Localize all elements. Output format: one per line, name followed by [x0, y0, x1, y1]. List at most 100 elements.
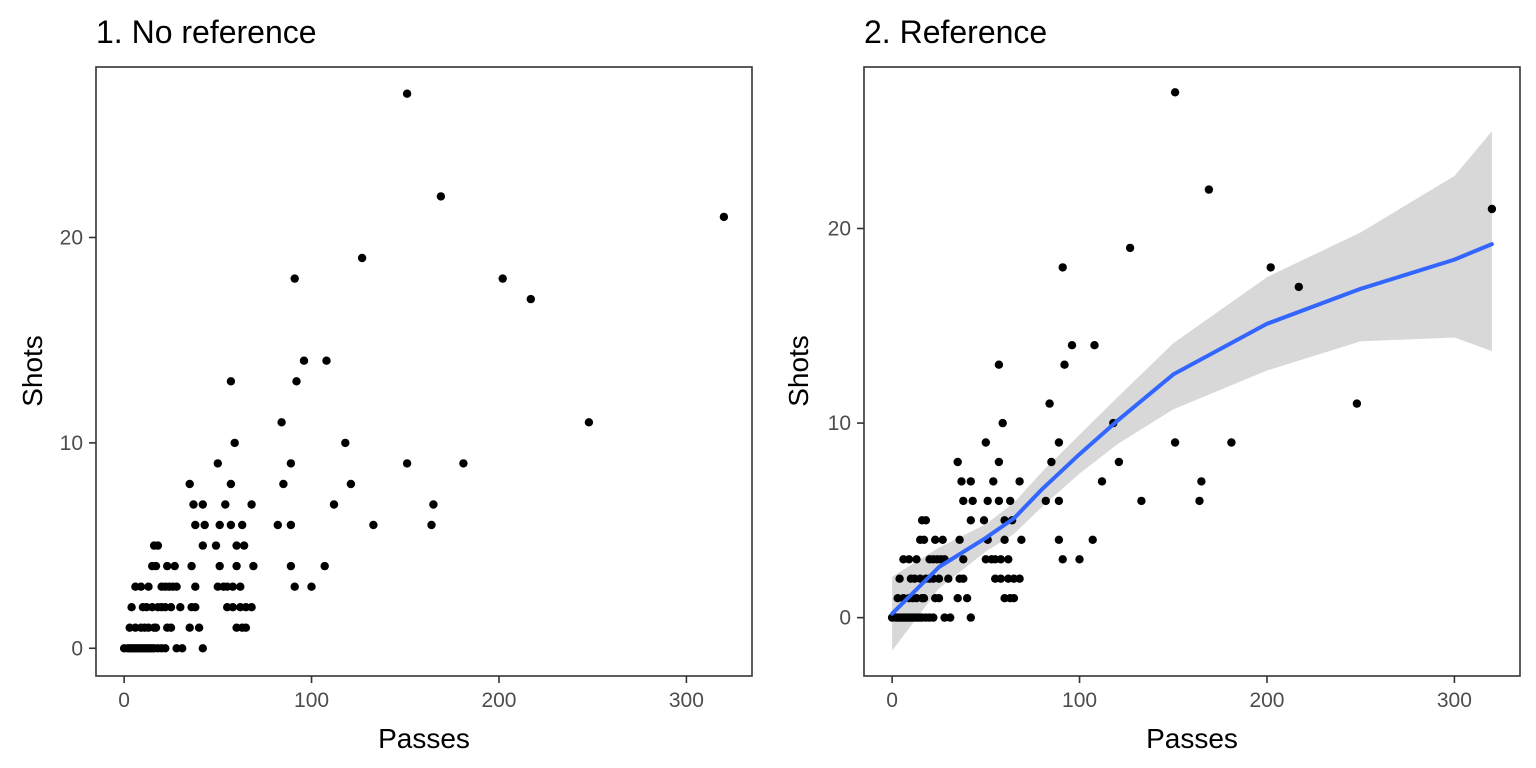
- confidence-band: [892, 131, 1492, 651]
- data-point: [931, 535, 940, 544]
- data-point: [1075, 555, 1084, 564]
- data-point: [329, 500, 339, 509]
- data-point: [1097, 477, 1107, 486]
- data-point: [966, 613, 975, 622]
- data-point: [1004, 555, 1013, 564]
- x-tick-label: 200: [481, 689, 516, 712]
- y-tick-label: 10: [60, 432, 83, 455]
- data-point: [247, 500, 256, 509]
- data-point: [959, 555, 968, 564]
- data-point: [187, 561, 196, 571]
- data-point: [247, 603, 256, 612]
- data-point: [1195, 496, 1204, 506]
- data-point: [185, 623, 194, 632]
- x-tick-label: 300: [669, 689, 704, 712]
- data-point: [279, 479, 288, 489]
- data-point: [286, 459, 296, 468]
- data-point: [228, 582, 237, 591]
- data-point: [153, 541, 163, 550]
- data-point: [1006, 496, 1015, 506]
- data-point: [983, 496, 992, 506]
- data-point: [526, 294, 535, 304]
- data-point: [198, 644, 207, 653]
- y-tick-label: 0: [839, 607, 851, 630]
- data-point: [938, 535, 947, 544]
- data-point: [1090, 341, 1099, 350]
- data-point: [273, 520, 282, 530]
- y-tick-label: 10: [828, 412, 851, 435]
- data-point: [953, 457, 962, 467]
- data-point: [1294, 282, 1304, 292]
- data-point: [191, 582, 200, 591]
- data-point: [904, 555, 914, 564]
- data-point: [1088, 535, 1097, 544]
- data-point: [989, 477, 998, 486]
- data-point: [944, 574, 953, 583]
- data-point: [170, 561, 179, 571]
- data-point: [277, 418, 286, 427]
- data-point: [320, 561, 329, 571]
- y-axis-title: Shots: [17, 335, 48, 407]
- data-point: [213, 459, 222, 468]
- data-point: [934, 574, 944, 583]
- x-tick-label: 100: [1062, 689, 1097, 712]
- data-point: [290, 274, 299, 283]
- data-point: [1067, 341, 1077, 350]
- data-point: [929, 613, 938, 622]
- panel-border: [863, 66, 1521, 677]
- data-point: [1170, 88, 1180, 97]
- data-point: [346, 479, 356, 489]
- data-point: [215, 561, 224, 571]
- data-point: [307, 582, 316, 591]
- x-tick-label: 0: [118, 689, 130, 712]
- data-point: [402, 459, 412, 468]
- data-point: [953, 594, 962, 603]
- data-point: [966, 477, 975, 486]
- data-point: [981, 438, 990, 447]
- data-point: [194, 623, 204, 632]
- data-point: [151, 561, 161, 571]
- data-point: [436, 192, 446, 201]
- data-point: [968, 496, 977, 506]
- data-point: [584, 418, 594, 427]
- data-point: [136, 582, 146, 591]
- data-point: [959, 574, 968, 583]
- data-point: [1017, 535, 1026, 544]
- data-point: [228, 603, 237, 612]
- data-point: [1047, 457, 1056, 467]
- data-point: [966, 516, 975, 525]
- data-point: [996, 574, 1005, 583]
- data-point: [369, 520, 378, 530]
- data-point: [290, 582, 299, 591]
- data-point: [1125, 243, 1135, 253]
- data-point: [912, 555, 921, 564]
- data-point: [1015, 477, 1024, 486]
- data-point: [292, 377, 301, 386]
- data-point: [191, 520, 200, 530]
- data-point: [1137, 496, 1146, 506]
- data-point: [994, 457, 1004, 467]
- data-point: [1227, 438, 1236, 447]
- data-point: [1060, 360, 1069, 369]
- data-point: [957, 477, 966, 486]
- data-point: [1266, 263, 1275, 272]
- data-point: [1015, 574, 1024, 583]
- data-point: [286, 520, 296, 530]
- data-point: [1352, 399, 1362, 408]
- data-point: [198, 500, 207, 509]
- data-point: [226, 377, 236, 386]
- panel-border: [95, 66, 753, 677]
- data-point: [427, 520, 436, 530]
- data-point: [459, 459, 468, 468]
- y-axis-title: Shots: [783, 335, 814, 407]
- data-point: [994, 496, 1004, 506]
- data-point: [144, 582, 153, 591]
- data-point: [959, 496, 968, 506]
- data-point: [919, 594, 929, 603]
- data-point: [232, 561, 241, 571]
- data-point: [962, 594, 972, 603]
- panel-reference: 2. Reference Passes Shots 0 100 200 300 0 10 2…: [783, 14, 1521, 754]
- data-point: [1045, 399, 1054, 408]
- data-point: [979, 516, 989, 525]
